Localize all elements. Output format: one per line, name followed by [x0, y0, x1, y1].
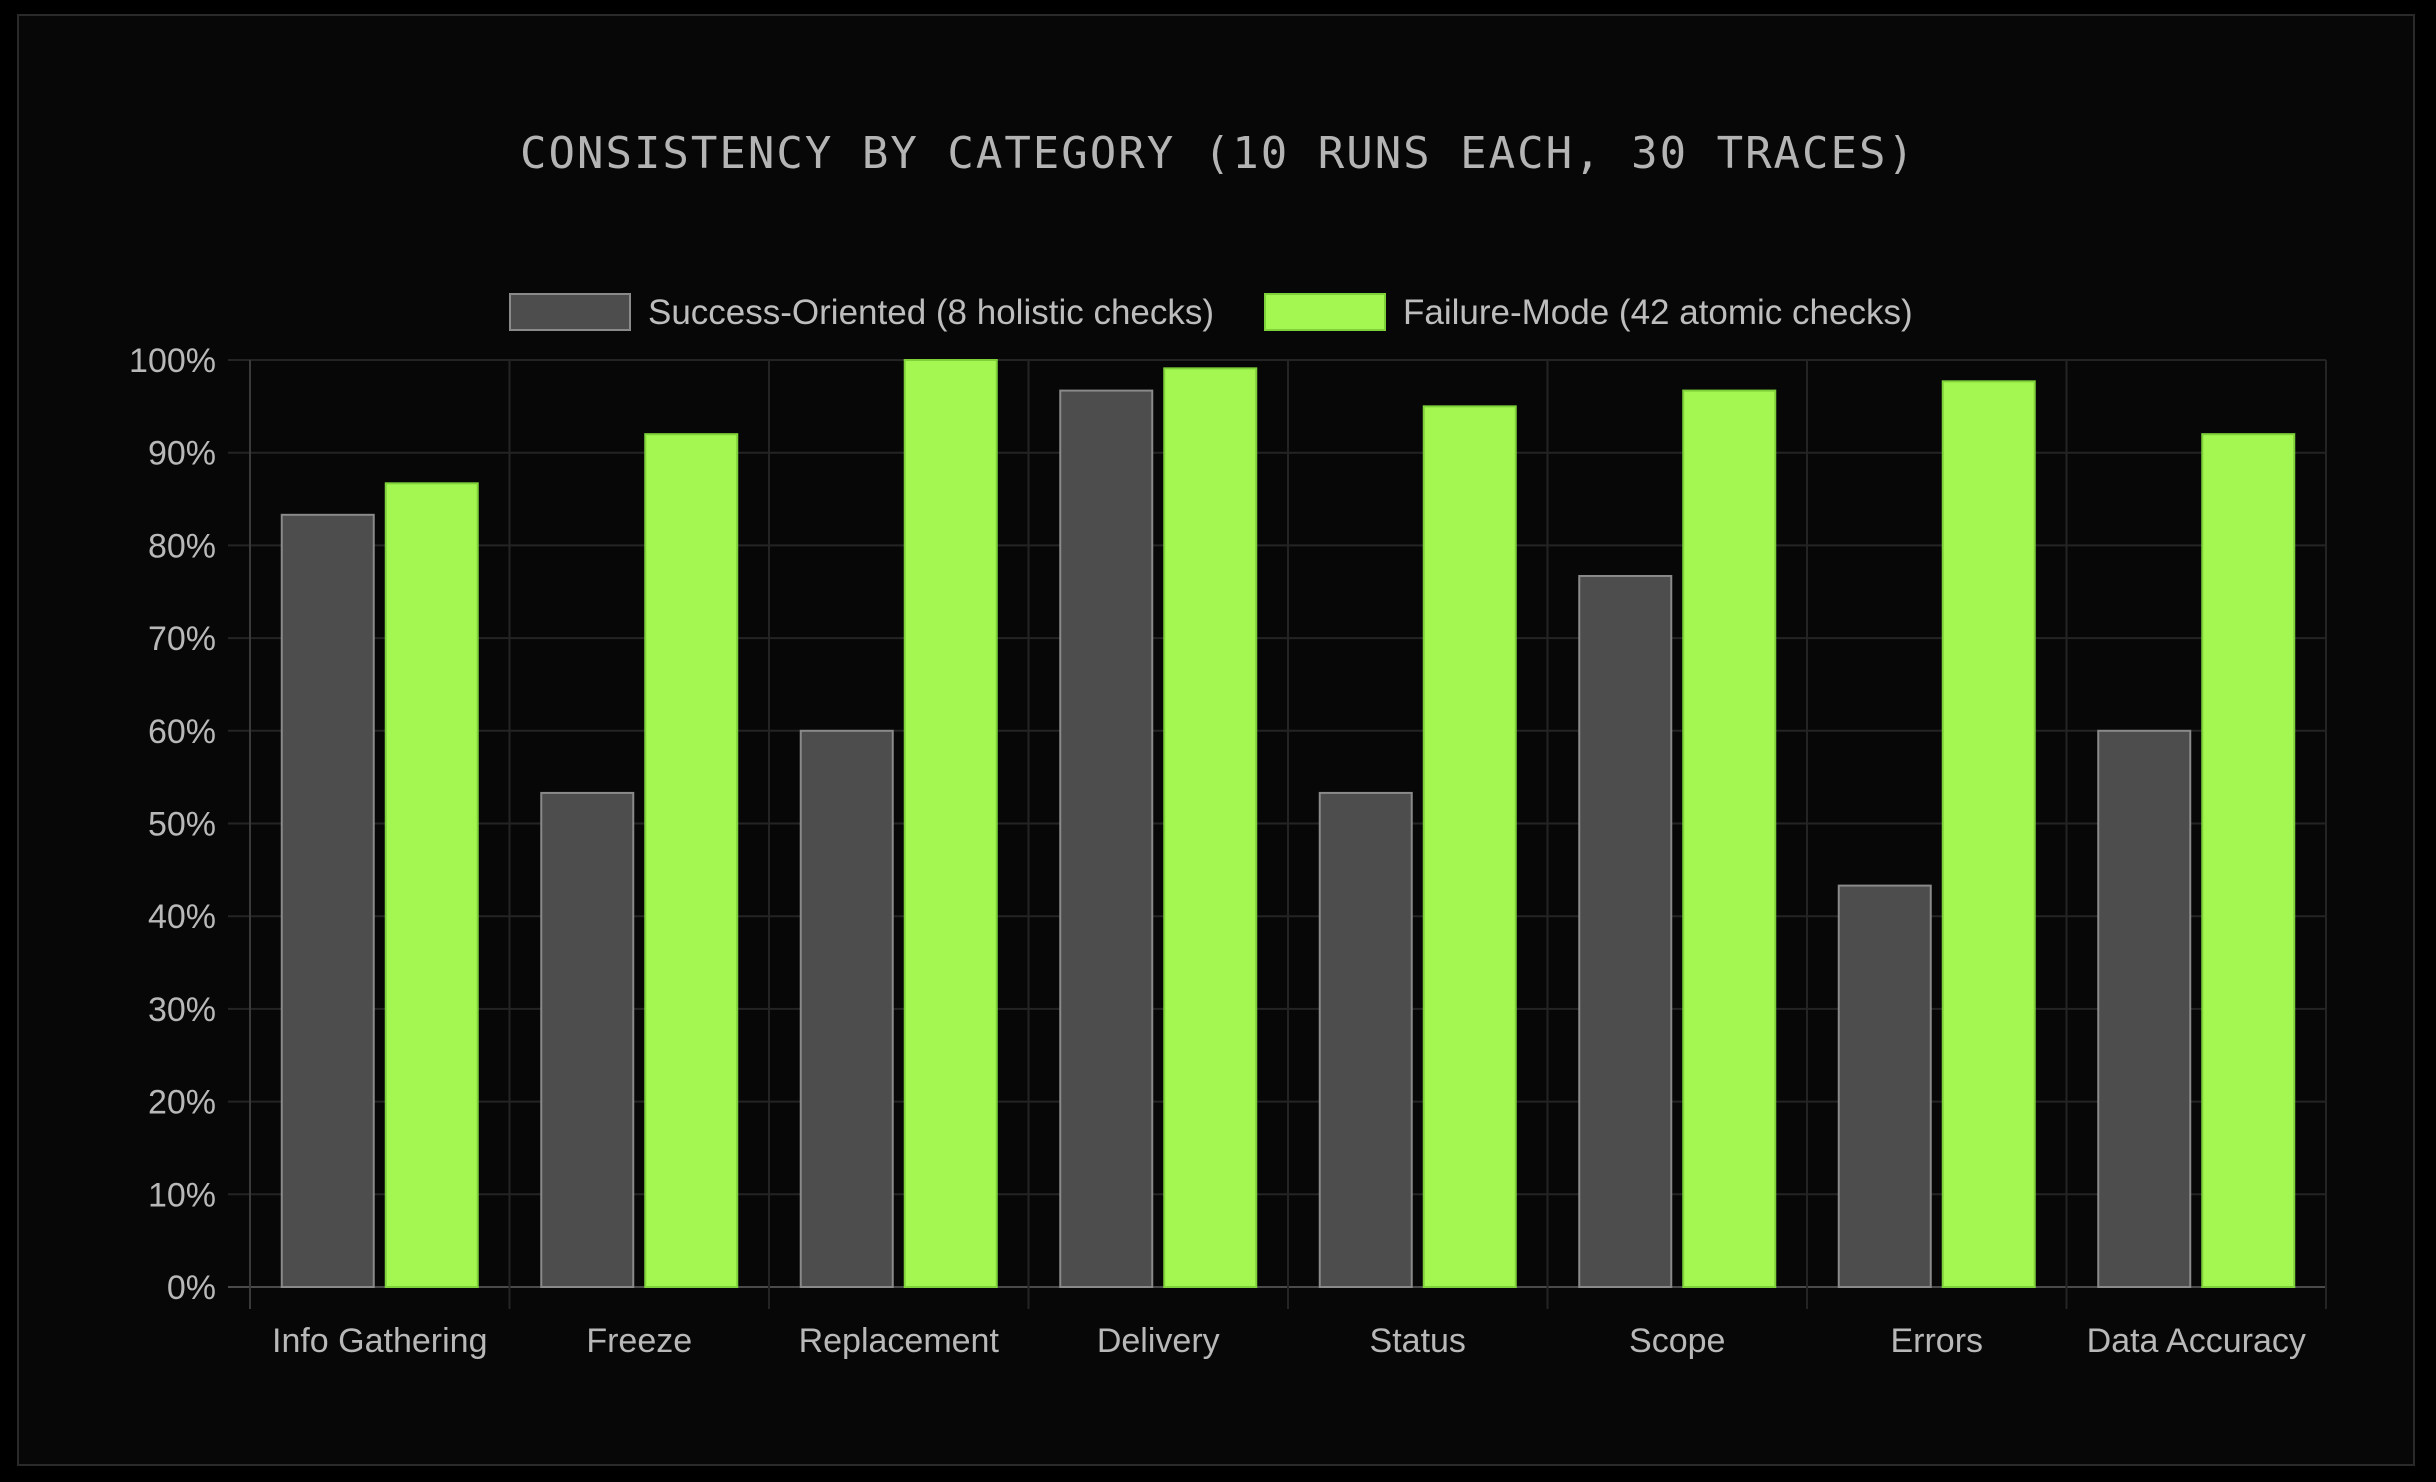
- x-tick-label: Replacement: [799, 1322, 1000, 1360]
- y-tick-label: 0%: [167, 1269, 216, 1307]
- chart-title: CONSISTENCY BY CATEGORY (10 RUNS EACH, 3…: [520, 128, 1916, 179]
- bar-success-oriented-errors: [1837, 884, 1932, 1288]
- legend-label: Success-Oriented (8 holistic checks): [648, 293, 1214, 332]
- y-axis: 0% 10% 20% 30% 40% 50% 60% 70% 80% 90% 100%: [129, 342, 216, 1307]
- y-tick-label: 100%: [129, 342, 216, 380]
- x-tick-label: Delivery: [1097, 1322, 1220, 1360]
- x-tick-label: Scope: [1629, 1322, 1725, 1360]
- bar-failure-mode-scope: [1682, 389, 1777, 1288]
- bar-failure-mode-replacement: [903, 359, 998, 1288]
- x-tick-label: Errors: [1890, 1322, 1983, 1360]
- legend-label: Failure-Mode (42 atomic checks): [1403, 293, 1913, 332]
- bar-success-oriented-freeze: [540, 791, 635, 1288]
- bar-failure-mode-errors: [1941, 380, 2036, 1289]
- y-tick-label: 50%: [148, 806, 216, 844]
- legend-swatch: [509, 293, 631, 331]
- y-tick-label: 90%: [148, 435, 216, 473]
- bars: [280, 359, 2296, 1289]
- bar-success-oriented-info-gathering: [280, 513, 375, 1288]
- y-tick-label: 40%: [148, 898, 216, 936]
- bar-failure-mode-data-accuracy: [2201, 433, 2296, 1289]
- bar-failure-mode-info-gathering: [384, 482, 479, 1288]
- legend: Success-Oriented (8 holistic checks) Fail…: [509, 293, 1913, 332]
- legend-item-failure-mode[interactable]: Failure-Mode (42 atomic checks): [1264, 293, 1913, 332]
- bar-success-oriented-replacement: [799, 729, 894, 1288]
- y-tick-label: 10%: [148, 1176, 216, 1214]
- bar-success-oriented-status: [1318, 791, 1413, 1288]
- x-tick-label: Freeze: [586, 1322, 692, 1360]
- y-tick-label: 20%: [148, 1084, 216, 1122]
- bar-failure-mode-freeze: [644, 433, 739, 1289]
- y-tick-label: 80%: [148, 527, 216, 565]
- x-axis: Info Gathering Freeze Replacement Delivery S…: [272, 1322, 2306, 1360]
- bar-failure-mode-delivery: [1163, 367, 1258, 1288]
- bar-success-oriented-scope: [1578, 574, 1673, 1288]
- y-tick-label: 60%: [148, 713, 216, 751]
- y-tick-label: 70%: [148, 620, 216, 658]
- x-tick-label: Data Accuracy: [2087, 1322, 2306, 1360]
- legend-item-success-oriented[interactable]: Success-Oriented (8 holistic checks): [509, 293, 1214, 332]
- bar-failure-mode-status: [1422, 405, 1517, 1289]
- y-tick-label: 30%: [148, 991, 216, 1029]
- bar-success-oriented-delivery: [1059, 389, 1154, 1288]
- legend-swatch: [1264, 293, 1386, 331]
- x-tick-label: Status: [1370, 1322, 1466, 1360]
- x-tick-label: Info Gathering: [272, 1322, 487, 1360]
- bar-success-oriented-data-accuracy: [2097, 729, 2192, 1288]
